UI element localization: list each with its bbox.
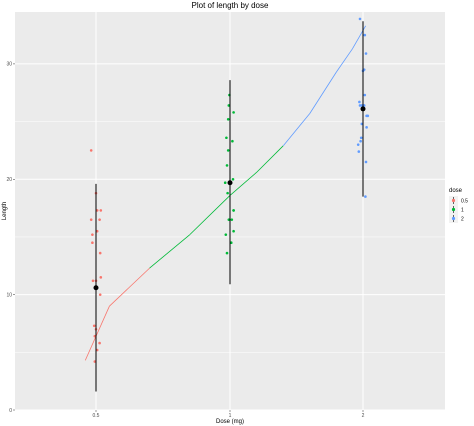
data-point: [365, 126, 368, 129]
data-point: [364, 160, 368, 164]
data-point: [95, 229, 99, 233]
legend-key-point: [451, 216, 456, 221]
data-point: [98, 251, 102, 255]
data-point: [229, 241, 233, 245]
trend-segment: [282, 113, 311, 147]
data-point: [232, 229, 235, 233]
data-point: [360, 104, 364, 107]
data-point: [227, 218, 231, 221]
data-point: [91, 233, 94, 236]
mean-point: [227, 180, 233, 186]
legend-label: 2: [461, 216, 464, 222]
legend-key-point: [451, 207, 456, 212]
x-tick-label: 1: [229, 413, 232, 419]
mean-point: [93, 285, 99, 291]
data-point: [356, 143, 360, 146]
data-point: [95, 209, 99, 212]
data-point: [226, 117, 230, 121]
trend-segment: [109, 267, 150, 307]
data-point: [362, 104, 366, 107]
x-tick-label: 2: [362, 413, 365, 419]
data-point: [357, 150, 361, 153]
data-point: [225, 251, 229, 255]
trend-segment: [256, 145, 284, 173]
trend-segment: [336, 48, 353, 73]
chart-title: Plot of length by dose: [192, 1, 269, 10]
x-tick-label: 0.5: [93, 413, 100, 419]
data-point: [93, 360, 97, 363]
legend-title: dose: [449, 188, 463, 194]
summary-layer: [93, 21, 366, 392]
data-point: [231, 139, 234, 143]
data-point: [366, 114, 370, 118]
data-point: [231, 177, 235, 181]
data-point: [98, 341, 101, 345]
data-point: [95, 348, 99, 352]
data-point: [225, 164, 229, 167]
y-tick-label: 0: [9, 408, 12, 414]
ticks-layer: 0 10 20 30 0.5 1 2: [6, 62, 364, 419]
data-point: [91, 241, 94, 245]
points-layer: [89, 17, 370, 363]
legend-label: 0.5: [461, 198, 468, 204]
data-point: [358, 100, 361, 104]
x-axis-title: Dose (mg): [216, 419, 244, 425]
data-point: [91, 279, 95, 283]
legend-keys: 0.5 1 2: [449, 196, 468, 223]
data-point: [99, 276, 103, 279]
data-point: [230, 218, 234, 221]
data-point: [359, 136, 363, 140]
data-point: [99, 209, 103, 212]
data-point: [89, 218, 93, 221]
data-point: [232, 209, 235, 212]
y-axis-title: Length: [2, 202, 8, 220]
data-point: [358, 17, 362, 21]
data-point: [93, 334, 97, 338]
trend-segment: [149, 234, 191, 269]
trend-segment: [189, 195, 231, 235]
data-point: [363, 93, 367, 97]
data-point: [225, 136, 228, 140]
y-tick-label: 30: [6, 62, 12, 68]
data-point: [360, 122, 364, 126]
data-point: [98, 293, 102, 296]
data-point: [226, 149, 230, 152]
data-point: [89, 149, 93, 152]
y-tick-label: 20: [6, 177, 12, 183]
data-point: [232, 111, 235, 114]
trend-segment: [309, 71, 337, 114]
y-tick-label: 10: [6, 292, 12, 298]
data-point: [224, 233, 228, 236]
trend-segment: [229, 172, 257, 196]
data-point: [92, 324, 96, 328]
mean-point: [360, 106, 366, 112]
data-point: [223, 181, 227, 185]
data-point: [364, 195, 367, 198]
data-point: [227, 104, 231, 107]
data-point: [359, 139, 362, 143]
data-point: [226, 191, 229, 195]
data-point: [364, 52, 368, 55]
legend-label: 1: [461, 207, 464, 213]
legend: dose 0.5 1 2: [449, 188, 468, 223]
trend-segment: [84, 306, 110, 361]
trend-layer: [84, 25, 367, 361]
data-point: [358, 104, 362, 107]
data-point: [98, 218, 101, 221]
data-point: [363, 33, 367, 37]
legend-key-point: [451, 198, 456, 203]
